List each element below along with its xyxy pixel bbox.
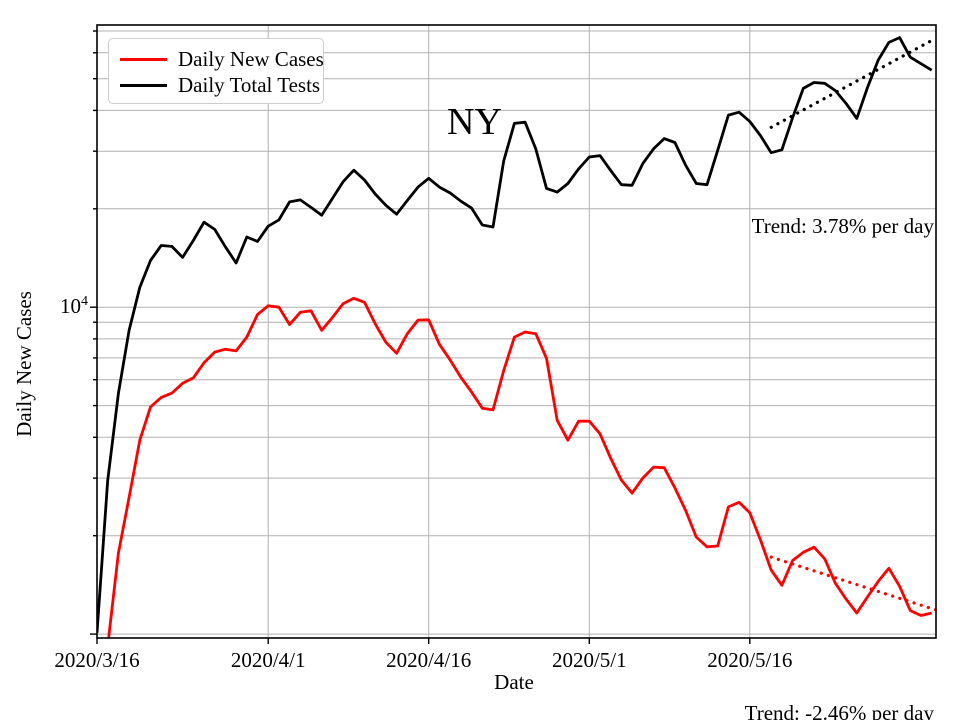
x-tick-label: 2020/3/16 <box>54 648 140 672</box>
x-tick-label: 2020/5/16 <box>707 648 793 672</box>
legend-line-daily-total-tests <box>120 83 167 87</box>
legend-label-daily-new-cases: Daily New Cases <box>178 46 324 71</box>
legend-line-daily-new-cases <box>120 57 167 61</box>
plot-frame <box>96 24 937 639</box>
legend: Daily New Cases Daily Total Tests <box>108 38 324 104</box>
cases-trend-label: Trend: -2.46% per day <box>744 701 934 720</box>
x-tick-label: 2020/4/1 <box>230 648 306 672</box>
legend-label-daily-total-tests: Daily Total Tests <box>178 72 321 97</box>
y-axis-label: Daily New Cases <box>11 291 36 437</box>
x-axis-label: Date <box>494 670 534 694</box>
daily-new-cases-line <box>107 296 933 638</box>
daily-total-tests-line <box>97 36 933 633</box>
x-tick-label: 2020/5/1 <box>551 648 627 672</box>
y-axis-major-tick-label: 104 <box>60 294 88 318</box>
x-tick-label: 2020/4/16 <box>386 648 472 672</box>
legend-item-daily-total-tests: Daily Total Tests <box>120 72 323 98</box>
legend-item-daily-new-cases: Daily New Cases <box>120 46 324 72</box>
daily-new-cases-trend-line <box>769 555 936 612</box>
state-annotation: NY <box>447 101 502 143</box>
tests-trend-label: Trend: 3.78% per day <box>751 214 934 238</box>
